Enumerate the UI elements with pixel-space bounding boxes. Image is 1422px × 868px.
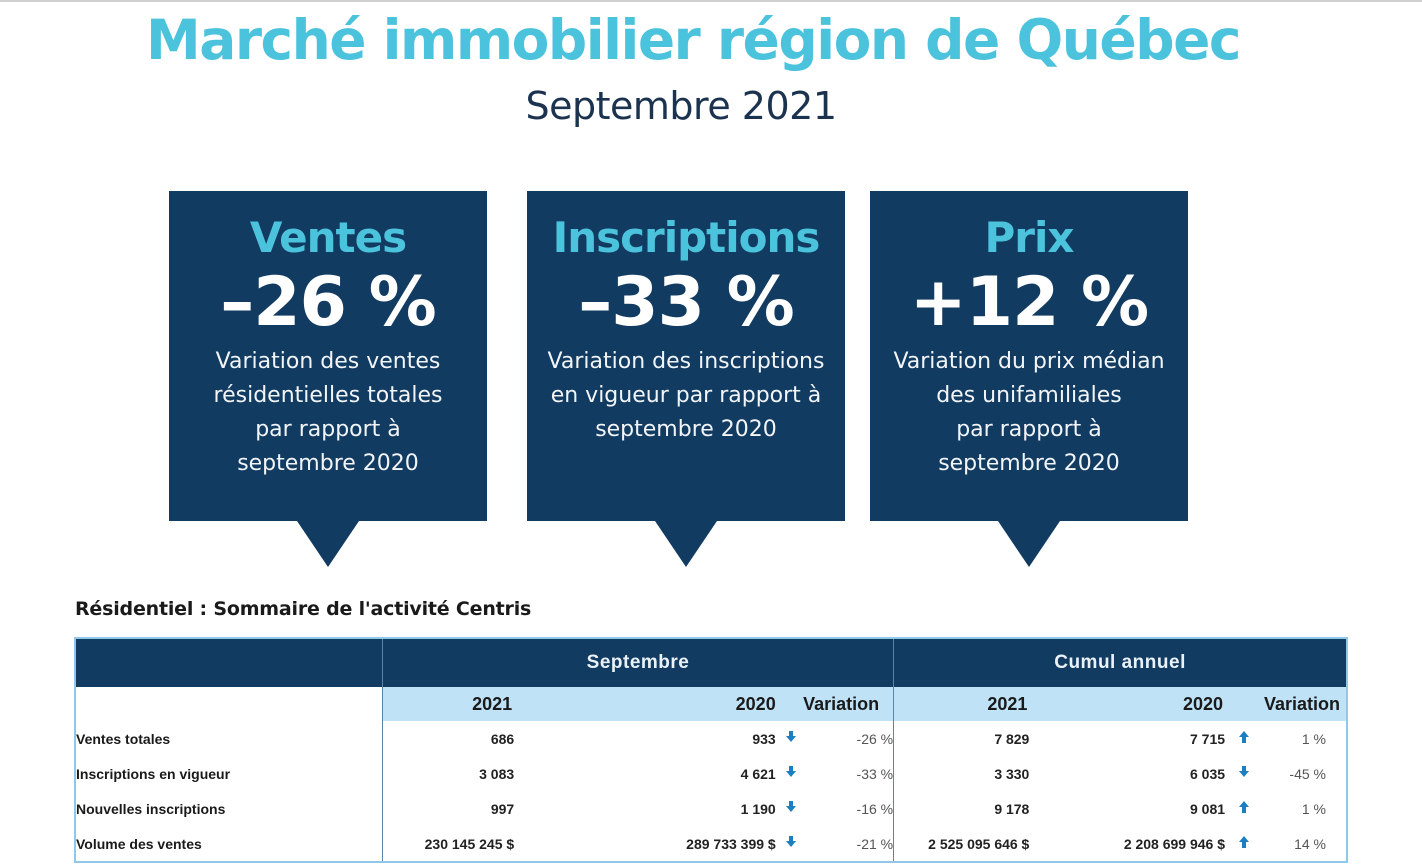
col-header-cum-2021: 2021 <box>893 687 1064 721</box>
card-description-line: par rapport à <box>255 417 401 442</box>
row-label: Volume des ventes <box>76 835 202 852</box>
col-header-sep-variation: Variation <box>775 687 894 721</box>
card-inscriptions: Inscriptions –33 % Variation des inscrip… <box>527 191 845 567</box>
cell-cum-2021: 9 178 <box>893 791 1064 826</box>
cell-sep-2020: 289 733 399 $ <box>686 835 776 852</box>
card-description-line: Variation des ventes <box>215 349 441 374</box>
cell-cum-2020: 9 081 <box>1189 800 1226 817</box>
cell-sep-2021: 230 145 245 $ <box>381 826 563 862</box>
cell-sep-2020: 4 621 <box>740 765 776 782</box>
card-heading: Prix <box>984 213 1075 262</box>
group-header-cumul: Cumul annuel <box>893 638 1347 687</box>
card-value: –33 % <box>578 263 794 342</box>
card-description-line: Variation du prix médian <box>893 349 1165 374</box>
arrow-down-icon <box>785 765 796 778</box>
cell-cum-2021: 2 525 095 646 $ <box>893 826 1064 862</box>
card-description: Variation des inscriptions en vigueur pa… <box>527 345 845 447</box>
cell-cum-variation: 1 % <box>1301 800 1326 817</box>
cell-cum-2021: 3 330 <box>893 756 1064 791</box>
table-row: Ventes totales 686 933 -26 % 7 829 7 715… <box>75 721 1347 756</box>
arrow-up-icon <box>1239 835 1250 848</box>
arrow-down-icon <box>785 730 796 743</box>
cell-cum-variation: -45 % <box>1289 765 1326 782</box>
table-row: Volume des ventes 230 145 245 $ 289 733 … <box>75 826 1347 862</box>
page-title: Marché immobilier région de Québec <box>146 8 1241 72</box>
cell-cum-2020: 2 208 699 946 $ <box>1123 835 1226 852</box>
card-description-line: résidentielles totales <box>213 383 443 408</box>
card-description-line: des unifamiliales <box>936 383 1122 408</box>
card-description-line: Variation des inscriptions <box>547 349 825 374</box>
card-heading: Ventes <box>249 213 407 262</box>
cell-cum-variation: 1 % <box>1301 730 1326 747</box>
cell-sep-arrow <box>776 721 806 756</box>
table-row: Nouvelles inscriptions 997 1 190 -16 % 9… <box>75 791 1347 826</box>
cell-sep-variation: -26 % <box>856 730 894 747</box>
cell-cum-variation: 14 % <box>1294 835 1326 852</box>
cell-cum-2021: 7 829 <box>893 721 1064 756</box>
summary-table: Septembre Cumul annuel 2021 2020 Variati… <box>74 637 1348 863</box>
col-header-sep-2021: 2021 <box>381 687 563 721</box>
cell-cum-arrow <box>1229 721 1259 756</box>
table-corner-sub <box>75 687 383 721</box>
col-header-cum-2020: 2020 <box>1063 687 1230 721</box>
card-prix: Prix +12 % Variation du prix médian des … <box>870 191 1188 567</box>
arrow-down-icon <box>785 835 796 848</box>
table-corner <box>75 638 383 687</box>
card-description-line: septembre 2020 <box>595 417 777 442</box>
arrow-down-icon <box>1239 765 1250 778</box>
table-row: Inscriptions en vigueur 3 083 4 621 -33 … <box>75 756 1347 791</box>
card-value: –26 % <box>220 263 436 342</box>
table-body: Ventes totales 686 933 -26 % 7 829 7 715… <box>75 721 1347 862</box>
card-description: Variation des ventes résidentielles tota… <box>169 345 487 481</box>
card-description-line: en vigueur par rapport à <box>550 383 822 408</box>
cell-cum-arrow <box>1229 826 1259 862</box>
table-subheader-row: 2021 2020 Variation 2021 2020 Variation <box>75 687 1347 721</box>
cell-sep-2021: 3 083 <box>381 756 563 791</box>
card-description-line: septembre 2020 <box>237 451 419 476</box>
cell-sep-variation: -33 % <box>856 765 894 782</box>
cell-sep-arrow <box>776 826 806 862</box>
card-heading: Inscriptions <box>552 213 821 262</box>
cell-cum-arrow <box>1229 791 1259 826</box>
page-subtitle: Septembre 2021 <box>525 84 838 128</box>
cell-cum-2020: 7 715 <box>1189 730 1226 747</box>
cell-sep-arrow <box>776 756 806 791</box>
group-header-septembre: Septembre <box>381 638 894 687</box>
col-header-cum-variation: Variation <box>1229 687 1347 721</box>
cell-sep-variation: -16 % <box>856 800 894 817</box>
arrow-up-icon <box>1239 730 1250 743</box>
cell-sep-arrow <box>776 791 806 826</box>
table-title: Résidentiel : Sommaire de l'activité Cen… <box>75 598 532 620</box>
cell-sep-variation: -21 % <box>856 835 894 852</box>
cell-cum-arrow <box>1229 756 1259 791</box>
cell-cum-2020: 6 035 <box>1189 765 1226 782</box>
table-group-header-row: Septembre Cumul annuel <box>75 638 1347 687</box>
cell-sep-2021: 997 <box>381 791 563 826</box>
col-header-sep-2020: 2020 <box>562 687 776 721</box>
card-value: +12 % <box>909 263 1149 342</box>
cell-sep-2020: 933 <box>752 730 776 747</box>
row-label: Ventes totales <box>76 730 171 747</box>
card-description: Variation du prix médian des unifamilial… <box>870 345 1188 481</box>
card-description-line: septembre 2020 <box>938 451 1120 476</box>
arrow-down-icon <box>785 800 796 813</box>
card-ventes: Ventes –26 % Variation des ventes réside… <box>169 191 487 567</box>
row-label: Nouvelles inscriptions <box>76 800 226 817</box>
cell-sep-2021: 686 <box>381 721 563 756</box>
row-label: Inscriptions en vigueur <box>76 765 231 782</box>
arrow-up-icon <box>1239 800 1250 813</box>
cell-sep-2020: 1 190 <box>740 800 776 817</box>
card-description-line: par rapport à <box>956 417 1102 442</box>
